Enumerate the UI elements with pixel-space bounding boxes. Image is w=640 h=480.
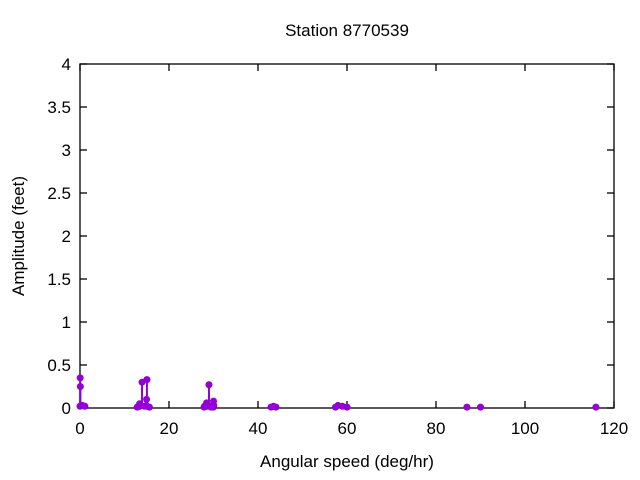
y-tick-label: 2.5 [47,184,71,203]
data-point [477,403,484,411]
x-axis-label: Angular speed (deg/hr) [260,452,434,471]
y-tick-label: 4 [62,55,71,74]
x-tick-label: 80 [427,419,446,438]
plot-border [79,63,615,409]
y-tick-label: 0.5 [47,356,71,375]
data-point [143,376,151,384]
data-point [592,403,600,411]
y-tick-label: 0 [62,399,71,418]
x-tick-label: 40 [249,419,268,438]
data-point [272,403,280,411]
data-point [343,403,351,411]
data-point [145,403,153,411]
data-point [210,401,218,409]
y-axis-label: Amplitude (feet) [9,176,28,296]
x-tick-label: 60 [338,419,357,438]
y-tick-label: 3.5 [47,98,71,117]
data-point [463,403,471,411]
plot-area: 0 20 40 60 80 100 120 0 0.5 1 1.5 2 2.5 3 3.5 4 [47,55,628,438]
data-point [76,374,84,382]
chart-title: Station 8770539 [285,21,409,40]
y-tick-label: 2 [62,227,71,246]
data-point [76,383,84,390]
x-tick-label: 120 [600,419,628,438]
y-tick-label: 1.5 [47,270,71,289]
y-tick-label: 3 [62,141,71,160]
x-tick-label: 100 [511,419,539,438]
y-tick-label: 1 [62,313,71,332]
data-point [81,402,89,410]
data-point [205,381,213,389]
x-tick-label: 20 [160,419,179,438]
data-point [143,395,151,403]
x-tick-label: 0 [75,419,84,438]
